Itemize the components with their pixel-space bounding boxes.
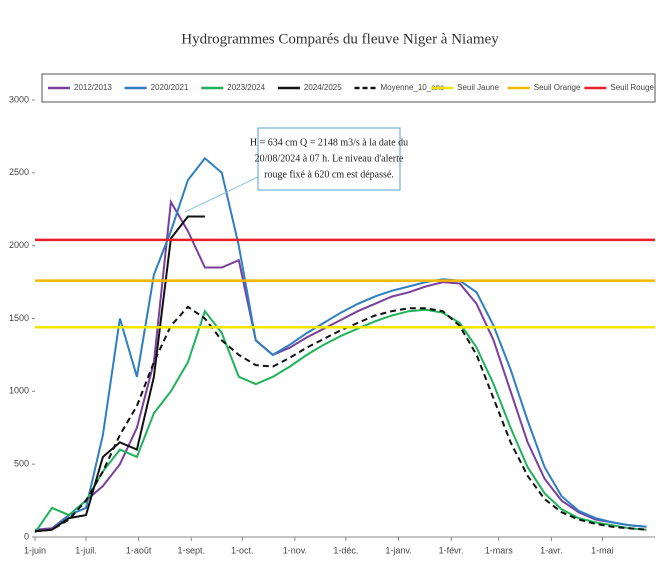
y-tick-label: 0 xyxy=(24,531,29,541)
legend-label: 2024/2025 xyxy=(304,83,342,92)
annotation-text: rouge fixé à 620 cm est dépassé. xyxy=(264,169,394,180)
x-tick-label: 1-juil. xyxy=(75,545,97,555)
x-tick-label: 1-déc. xyxy=(333,545,358,555)
y-tick-label: 2500 xyxy=(9,167,29,177)
legend-label: Moyenne_10_ans xyxy=(381,83,445,92)
legend-box xyxy=(41,73,656,103)
x-tick-label: 1-nov. xyxy=(283,545,307,555)
y-tick-label: 2000 xyxy=(9,240,29,250)
y-tick-label: 500 xyxy=(14,459,29,469)
x-tick-label: 1-sept. xyxy=(178,545,206,555)
x-tick-label: 1-mars xyxy=(485,545,514,555)
chart-title: Hydrogrammes Comparés du fleuve Niger à … xyxy=(181,31,499,47)
series-line xyxy=(34,156,647,533)
annotation-leader xyxy=(184,174,263,213)
x-tick-label: 1-janv. xyxy=(385,545,411,555)
annotation-text: 20/08/2024 à 07 h. Le niveau d'alerte xyxy=(255,153,404,164)
series-line xyxy=(34,198,647,531)
series-line xyxy=(34,215,205,533)
legend-label: 2023/2024 xyxy=(227,83,265,92)
legend-label: Seuil Rouge xyxy=(610,83,654,92)
annotation-box xyxy=(257,127,401,191)
x-tick-label: 1-mai xyxy=(591,545,614,555)
y-tick-label: 1500 xyxy=(9,313,29,323)
x-tick-label: 1-août xyxy=(126,545,152,555)
annotation-text: H = 634 cm Q = 2148 m3/s à la date du xyxy=(250,137,408,148)
x-tick-label: 1-févr. xyxy=(439,545,464,555)
legend-label: Seuil Orange xyxy=(534,83,581,92)
legend-label: 2020/2021 xyxy=(151,83,189,92)
legend-label: 2012/2013 xyxy=(74,83,112,92)
x-tick-label: 1-juin xyxy=(24,545,46,555)
x-tick-label: 1-avr. xyxy=(540,545,563,555)
legend-label: Seuil Jaune xyxy=(457,83,499,92)
series-line xyxy=(34,308,647,534)
y-tick-label: 3000 xyxy=(9,94,29,104)
x-tick-label: 1-oct. xyxy=(231,545,254,555)
y-tick-label: 1000 xyxy=(9,386,29,396)
